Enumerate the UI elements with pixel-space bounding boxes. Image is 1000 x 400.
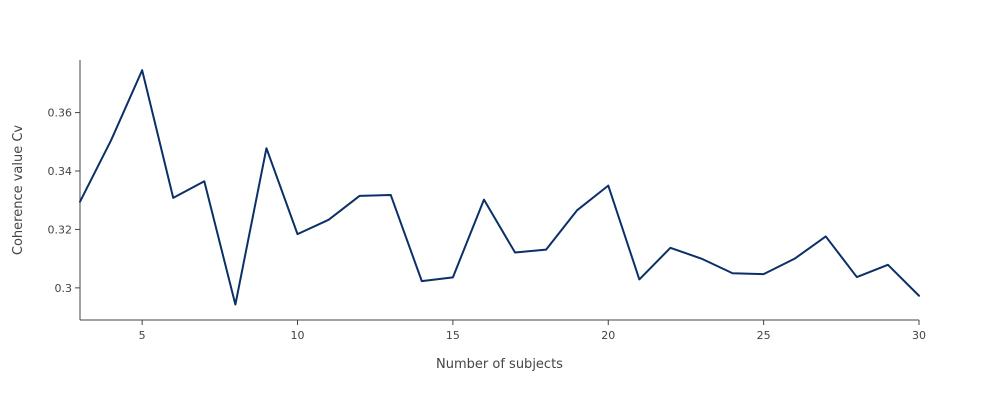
series-points bbox=[79, 70, 920, 305]
x-tick-label: 10 bbox=[291, 329, 305, 342]
y-tick-label: 0.32 bbox=[48, 223, 73, 236]
x-tick-label: 20 bbox=[601, 329, 615, 342]
x-axis-title: Number of subjects bbox=[436, 357, 563, 372]
y-tick-label: 0.34 bbox=[48, 165, 73, 178]
x-tick-label: 5 bbox=[139, 329, 146, 342]
x-tick-label: 15 bbox=[446, 329, 460, 342]
series-line bbox=[79, 69, 920, 306]
x-tick-label: 25 bbox=[757, 329, 771, 342]
x-tick-label: 30 bbox=[912, 329, 926, 342]
x-axis-ticks: 5 10 15 20 25 30 bbox=[139, 320, 926, 342]
y-axis-ticks: 0.3 0.32 0.34 0.36 bbox=[48, 107, 80, 295]
y-tick-label: 0.36 bbox=[48, 107, 73, 120]
y-tick-label: 0.3 bbox=[55, 282, 73, 295]
plot-series bbox=[79, 69, 920, 306]
axes: 5 10 15 20 25 30 0.3 0.32 0.34 0.36 bbox=[48, 60, 926, 342]
y-axis-title: Coherence value Cv bbox=[11, 125, 26, 256]
